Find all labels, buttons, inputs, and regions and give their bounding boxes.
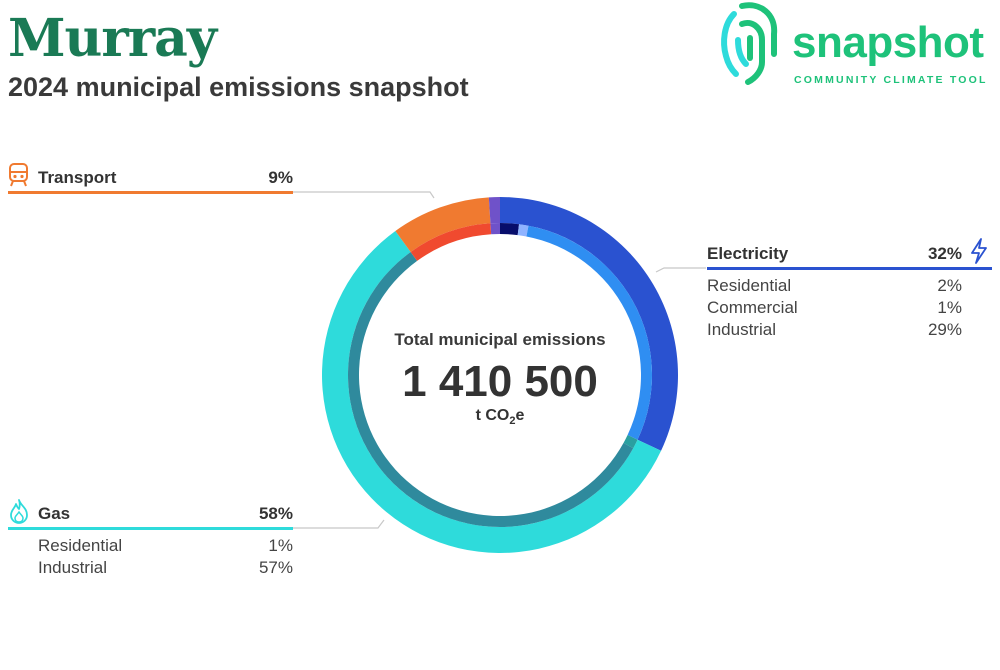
sector-block-transport: Transport 9%: [8, 162, 293, 194]
subcategory-row: Industrial 57%: [8, 554, 293, 577]
outer-slice-other: [488, 197, 500, 224]
subcategory-percent: 57%: [258, 558, 293, 577]
snapshot-logo: snapshot COMMUNITY CLIMATE TOOL: [712, 0, 1000, 96]
sector-header: Transport 9%: [8, 162, 293, 194]
center-total-value: 1 410 500: [402, 357, 598, 406]
sector-block-gas: Gas 58% Residential 1% Industrial 57%: [8, 498, 293, 577]
subcategory-name: Commercial: [707, 298, 798, 317]
sector-underline: [8, 527, 293, 530]
center-label: Total municipal emissions: [394, 330, 605, 349]
inner-slice-electricity-industrial: [526, 225, 652, 440]
inner-slice-electricity-residential: [500, 223, 520, 236]
subcategory-row: Residential 1%: [8, 532, 293, 555]
subcategory-name: Residential: [707, 276, 792, 295]
leader-line-transport: [293, 191, 435, 199]
inner-slice-gas-residential: [623, 435, 638, 449]
page-subtitle: 2024 municipal emissions snapshot: [8, 72, 469, 102]
fingerprint-icon: [721, 2, 778, 85]
sector-underline: [707, 267, 992, 270]
flame-icon: [10, 499, 28, 524]
inner-ring: [348, 223, 652, 527]
sector-percent: 9%: [268, 168, 293, 187]
sector-header: Gas 58%: [8, 498, 293, 530]
center-unit: t CO2e: [476, 407, 525, 427]
unit-subscript: 2: [509, 415, 515, 427]
sector-underline: [8, 191, 293, 194]
subcategory-row: Commercial 1%: [707, 294, 962, 317]
sector-name: Transport: [38, 168, 117, 187]
train-icon: [9, 163, 28, 187]
sector-name: Gas: [38, 504, 71, 523]
lightning-icon: [971, 238, 987, 264]
subcategory-name: Industrial: [707, 320, 776, 339]
subcategory-name: Industrial: [38, 558, 107, 577]
leader-line-gas: [293, 519, 385, 529]
outer-slice-transport: [395, 197, 491, 253]
inner-slice-electricity-commercial: [517, 224, 529, 237]
outer-slice-electricity: [500, 197, 678, 451]
subcategory-percent: 1%: [937, 298, 962, 317]
unit-prefix: t CO: [476, 407, 510, 424]
unit-suffix: e: [516, 407, 525, 424]
sector-header: Electricity 32%: [707, 238, 992, 270]
subcategory-percent: 29%: [927, 320, 962, 339]
subcategory-row: Residential 2%: [707, 272, 962, 295]
logo-wordmark: snapshot: [792, 18, 984, 67]
page-title: Murray: [8, 8, 217, 69]
subcategory-percent: 1%: [268, 536, 293, 555]
inner-slice-other-other: [490, 223, 500, 235]
sector-percent: 32%: [927, 244, 962, 263]
subcategory-percent: 2%: [937, 276, 962, 295]
outer-ring: [321, 197, 678, 553]
subcategory-row: Industrial 29%: [707, 316, 962, 339]
logo-tagline: COMMUNITY CLIMATE TOOL: [794, 74, 988, 86]
sector-name: Electricity: [707, 244, 789, 263]
sector-percent: 58%: [258, 504, 293, 523]
inner-slice-transport-other: [410, 223, 492, 261]
subcategory-name: Residential: [38, 536, 123, 555]
sector-block-electricity: Electricity 32% Residential 2% Commercia…: [707, 238, 992, 339]
leader-line-electricity: [655, 267, 706, 273]
